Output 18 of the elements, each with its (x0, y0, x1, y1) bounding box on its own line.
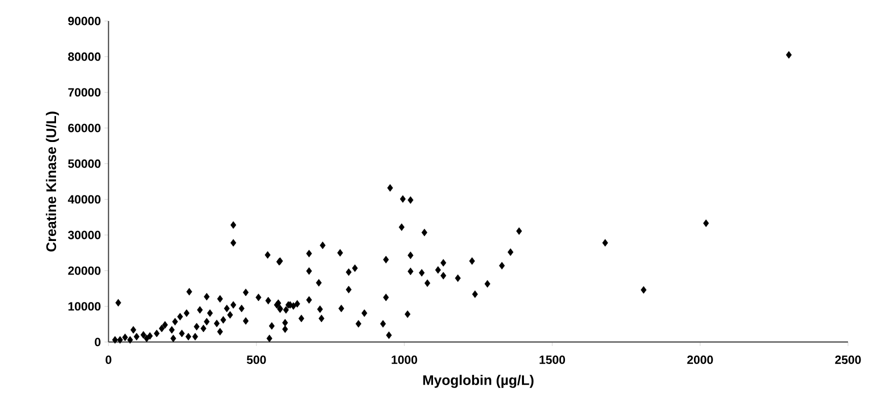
x-tick-label: 1500 (540, 356, 566, 364)
y-tick-label: 50000 (68, 159, 100, 168)
x-tick-label: 2500 (835, 356, 861, 364)
x-tick-label: 2000 (687, 356, 713, 364)
y-tick-label: 40000 (68, 195, 100, 204)
y-tick-label: 90000 (68, 16, 100, 26)
y-tick-label: 10000 (68, 302, 100, 311)
y-tick-label: 0 (94, 338, 100, 346)
y-tick-label: 30000 (68, 230, 100, 240)
y-axis-title: Creatine Kinase (U/L) (46, 112, 59, 252)
x-tick-label: 500 (246, 356, 266, 364)
y-tick-label: 20000 (68, 266, 100, 275)
x-axis-title: Myoglobin (µg/L) (423, 374, 534, 388)
x-tick-label: 0 (106, 356, 112, 364)
x-tick-label: 1000 (392, 356, 418, 364)
y-tick-label: 80000 (68, 52, 100, 61)
y-tick-label: 70000 (68, 88, 100, 97)
y-tick-label: 60000 (68, 124, 100, 132)
